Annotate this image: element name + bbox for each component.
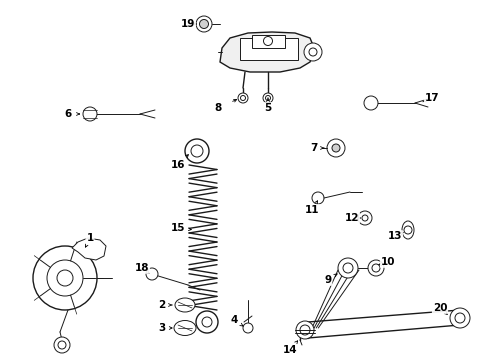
Ellipse shape bbox=[401, 221, 413, 239]
Circle shape bbox=[191, 145, 203, 157]
Circle shape bbox=[184, 139, 208, 163]
Ellipse shape bbox=[174, 320, 196, 336]
Text: 4: 4 bbox=[230, 315, 237, 325]
Circle shape bbox=[304, 43, 321, 61]
Circle shape bbox=[367, 260, 383, 276]
Circle shape bbox=[83, 107, 97, 121]
Text: 20: 20 bbox=[432, 303, 447, 313]
Text: 3: 3 bbox=[158, 323, 165, 333]
Circle shape bbox=[295, 321, 313, 339]
Text: 8: 8 bbox=[214, 103, 221, 113]
Circle shape bbox=[47, 260, 83, 296]
Circle shape bbox=[202, 317, 212, 327]
Polygon shape bbox=[251, 35, 285, 48]
Circle shape bbox=[57, 270, 73, 286]
Text: 7: 7 bbox=[310, 143, 317, 153]
Polygon shape bbox=[240, 38, 297, 60]
Polygon shape bbox=[72, 238, 106, 260]
Text: 11: 11 bbox=[304, 205, 319, 215]
Text: 17: 17 bbox=[424, 93, 438, 103]
Circle shape bbox=[196, 16, 212, 32]
Circle shape bbox=[454, 313, 464, 323]
Circle shape bbox=[240, 95, 245, 100]
Text: 10: 10 bbox=[380, 257, 394, 267]
Circle shape bbox=[326, 139, 345, 157]
Circle shape bbox=[449, 308, 469, 328]
Circle shape bbox=[265, 95, 270, 100]
Text: 2: 2 bbox=[158, 300, 165, 310]
Circle shape bbox=[238, 93, 247, 103]
Text: 18: 18 bbox=[135, 263, 149, 273]
Text: 14: 14 bbox=[282, 345, 297, 355]
Circle shape bbox=[263, 93, 272, 103]
Circle shape bbox=[243, 323, 252, 333]
Text: 5: 5 bbox=[264, 103, 271, 113]
Polygon shape bbox=[220, 32, 314, 72]
Text: 9: 9 bbox=[324, 275, 331, 285]
Text: 16: 16 bbox=[170, 160, 185, 170]
Ellipse shape bbox=[175, 298, 195, 312]
Circle shape bbox=[357, 211, 371, 225]
Circle shape bbox=[311, 192, 324, 204]
Text: 19: 19 bbox=[181, 19, 195, 29]
Circle shape bbox=[331, 144, 339, 152]
Circle shape bbox=[299, 325, 309, 335]
Circle shape bbox=[58, 341, 66, 349]
Circle shape bbox=[196, 311, 218, 333]
Text: 12: 12 bbox=[344, 213, 359, 223]
Circle shape bbox=[33, 246, 97, 310]
Circle shape bbox=[403, 226, 411, 234]
Circle shape bbox=[371, 264, 379, 272]
Circle shape bbox=[363, 96, 377, 110]
Circle shape bbox=[199, 19, 208, 28]
Text: 15: 15 bbox=[170, 223, 185, 233]
Text: 13: 13 bbox=[387, 231, 402, 241]
Circle shape bbox=[146, 268, 158, 280]
Circle shape bbox=[342, 263, 352, 273]
Circle shape bbox=[54, 337, 70, 353]
Circle shape bbox=[337, 258, 357, 278]
Circle shape bbox=[361, 215, 367, 221]
Text: 1: 1 bbox=[86, 233, 93, 243]
Text: 6: 6 bbox=[64, 109, 71, 119]
Circle shape bbox=[308, 48, 316, 56]
Circle shape bbox=[263, 36, 272, 45]
